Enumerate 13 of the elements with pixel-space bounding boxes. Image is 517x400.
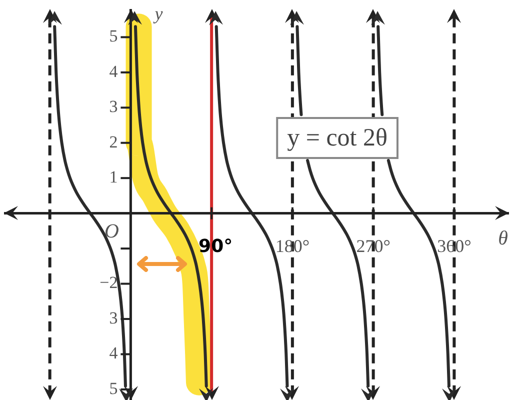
- y-tick-label: −2: [100, 273, 118, 292]
- y-axis-title: y: [152, 4, 163, 24]
- y-tick-label: 4: [109, 344, 118, 363]
- annotation: O: [104, 220, 119, 243]
- annotation: y = cot 2θ: [287, 124, 388, 152]
- x-axis-title: θ: [498, 228, 508, 250]
- y-tick-label: 2: [109, 132, 118, 152]
- y-tick-label: 5: [109, 26, 118, 46]
- y-tick-label: 5: [109, 378, 118, 398]
- y-tick-label: 1: [109, 168, 118, 187]
- y-tick-label: 3: [109, 308, 118, 328]
- y-tick-label: 3: [109, 97, 118, 116]
- y-tick-label: 4: [109, 62, 118, 81]
